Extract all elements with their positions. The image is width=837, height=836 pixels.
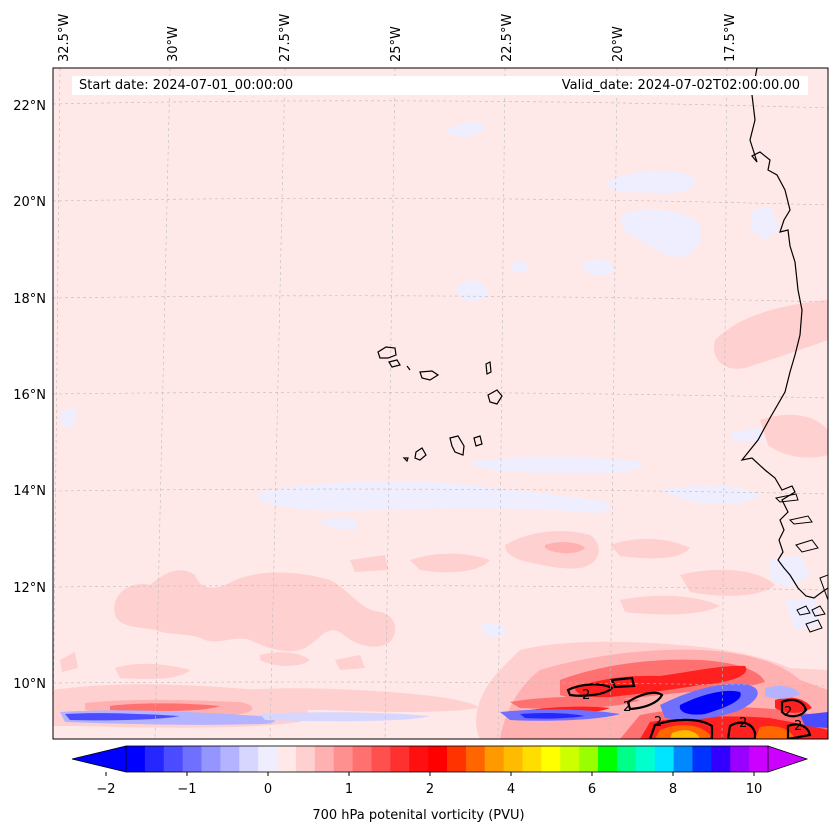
colorbar-segment — [465, 746, 486, 772]
colorbar-segment — [560, 746, 580, 772]
pv-positive-core-patches — [655, 725, 795, 739]
date-banner — [72, 76, 808, 95]
colorbar-frame-under — [71, 745, 127, 773]
contour-label: 2 — [654, 715, 662, 730]
colorbar-tick-label: 0 — [264, 782, 272, 797]
pv-2-contour-lines — [566, 676, 812, 739]
map-plot-area: 2 2 2 2 2 2 — [53, 68, 828, 739]
colorbar-tick-label: 8 — [669, 782, 677, 797]
lat-label: 16°N — [13, 388, 46, 403]
lat-label: 18°N — [13, 292, 46, 307]
colorbar-segment — [503, 746, 523, 772]
lon-label: 30°W — [166, 26, 181, 62]
colorbar-segment — [635, 746, 656, 772]
lat-label: 10°N — [13, 677, 46, 692]
colorbar-segment — [239, 746, 259, 772]
pv-background-field — [53, 68, 828, 739]
lon-label: 32.5°W — [57, 14, 72, 62]
pv-negative-bands — [60, 683, 828, 728]
colorbar-segment — [673, 746, 693, 772]
colorbar-segment — [654, 746, 674, 772]
colorbar-segment — [428, 746, 448, 772]
pv-contour-labels: 2 2 2 2 2 2 — [582, 688, 802, 734]
colorbar-over-triangle — [768, 746, 807, 772]
valid-date-text: Valid_date: 2024-07-02T02:00:00.00 — [561, 78, 800, 93]
colorbar-segment — [258, 746, 278, 772]
colorbar-segment — [295, 746, 316, 772]
latitude-labels: 22°N 20°N 18°N 16°N 14°N 12°N 10°N — [13, 99, 46, 692]
contour-label: 2 — [582, 688, 590, 703]
colorbar-segment — [616, 746, 637, 772]
contour-label: 2 — [784, 705, 792, 720]
colorbar-segment — [390, 746, 410, 772]
colorbar-ticks — [105, 772, 755, 776]
lon-label: 27.5°W — [278, 14, 293, 62]
colorbar-segment — [352, 746, 372, 772]
colorbar-segment — [484, 746, 505, 772]
contour-label: 2 — [739, 716, 747, 731]
colorbar-title: 700 hPa potenital vorticity (PVU) — [312, 808, 525, 823]
cape-verde-islands — [377, 346, 503, 463]
colorbar-segment — [692, 746, 712, 772]
lon-label: 25°W — [389, 26, 404, 62]
lon-label: 22.5°W — [500, 14, 515, 62]
graticule-lines — [53, 68, 828, 739]
colorbar-frame — [125, 745, 769, 773]
colorbar-tick-label: 2 — [426, 782, 434, 797]
colorbar-segment — [730, 746, 750, 772]
lat-label: 12°N — [13, 581, 46, 596]
colorbar-segment — [182, 746, 202, 772]
colorbar-tick-label: 1 — [345, 782, 353, 797]
contour-label: 2 — [623, 700, 631, 715]
lat-label: 22°N — [13, 99, 46, 114]
lon-label: 17.5°W — [723, 14, 738, 62]
colorbar-tick-label: 10 — [746, 782, 763, 797]
colorbar-under-triangle — [72, 746, 126, 772]
africa-coast-details — [774, 493, 828, 633]
colorbar-frame-over — [767, 745, 809, 773]
colorbar-segment — [277, 746, 297, 772]
africa-coastline — [740, 68, 828, 599]
colorbar-segment — [598, 746, 618, 772]
colorbar-tick-labels: −2 −1 0 1 2 4 6 8 10 — [96, 782, 762, 797]
colorbar-segment — [371, 746, 391, 772]
contour-label: 2 — [794, 719, 802, 734]
colorbar-segment — [579, 746, 599, 772]
colorbar: −2 −1 0 1 2 4 6 8 10 — [71, 745, 809, 797]
colorbar-segment — [126, 746, 146, 772]
colorbar-tick-label: −2 — [96, 782, 115, 797]
start-date-text: Start date: 2024-07-01_00:00:00 — [79, 78, 294, 93]
colorbar-segment — [201, 746, 221, 772]
lat-label: 20°N — [13, 195, 46, 210]
longitude-labels: 32.5°W 30°W 27.5°W 25°W 22.5°W 20°W 17.5… — [57, 14, 738, 62]
colorbar-segments — [126, 746, 769, 772]
colorbar-segment — [333, 746, 353, 772]
lat-label: 14°N — [13, 484, 46, 499]
colorbar-segment — [220, 746, 240, 772]
map-frame — [52, 67, 829, 740]
colorbar-segment — [522, 746, 542, 772]
colorbar-segment — [541, 746, 561, 772]
colorbar-tick-label: 6 — [588, 782, 596, 797]
colorbar-segment — [314, 746, 335, 772]
colorbar-segment — [409, 746, 429, 772]
colorbar-segment — [711, 746, 731, 772]
colorbar-segment — [144, 746, 165, 772]
colorbar-segment — [447, 746, 467, 772]
lon-label: 20°W — [611, 26, 626, 62]
colorbar-segment — [163, 746, 184, 772]
colorbar-tick-label: 4 — [507, 782, 515, 797]
colorbar-tick-label: −1 — [177, 782, 196, 797]
colorbar-segment — [749, 746, 769, 772]
